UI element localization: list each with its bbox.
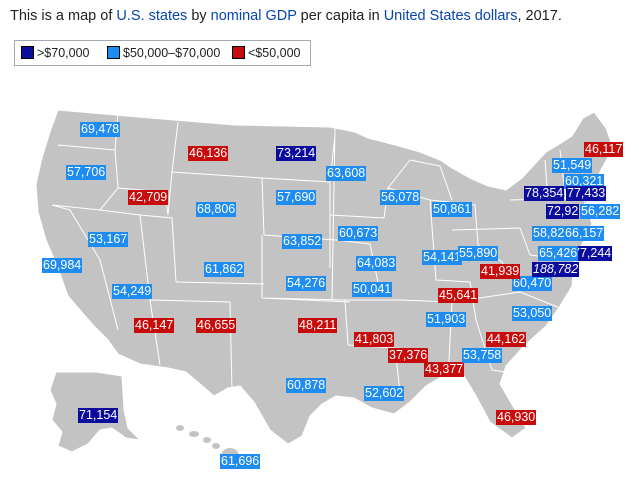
gdp-label-co: 61,862: [204, 262, 245, 277]
gdp-label-or: 57,706: [66, 165, 107, 180]
gdp-label-ny: 78,354: [524, 186, 565, 201]
us-states-link[interactable]: U.S. states: [116, 8, 188, 24]
gdp-label-de: 77,244: [572, 246, 613, 261]
gdp-label-nj: 66,157: [564, 226, 605, 241]
gdp-label-wa: 69,478: [80, 122, 121, 137]
gdp-label-ms: 37,376: [388, 348, 429, 363]
gdp-label-nv: 53,167: [88, 232, 129, 247]
caption-text-2: by: [187, 8, 211, 24]
gdp-label-ct: 72,92: [546, 204, 580, 219]
legend-label-mid: $50,000–$70,000: [123, 46, 221, 60]
gdp-label-la: 52,602: [364, 386, 405, 401]
gdp-label-tn: 51,903: [426, 312, 467, 327]
caption-text-1: This is a map of: [10, 8, 117, 24]
gdp-label-ky: 45,641: [438, 288, 479, 303]
gdp-label-ma: 77,433: [566, 186, 607, 201]
gdp-label-pa: 58,828: [532, 226, 573, 241]
gdp-label-id: 42,709: [128, 190, 169, 205]
gdp-label-ok: 48,211: [298, 318, 338, 333]
gdp-label-fl: 46,930: [496, 410, 537, 425]
legend-item-high: >$70,000: [21, 46, 89, 61]
gdp-label-ia: 60,673: [338, 226, 379, 241]
gdp-label-va: 60,470: [512, 276, 553, 291]
gdp-label-ar: 41,803: [354, 332, 395, 347]
gdp-label-oh: 55,890: [458, 246, 499, 261]
gdp-label-tx: 60,878: [286, 378, 327, 393]
gdp-label-mo: 50,041: [352, 282, 393, 297]
legend-label-low: <$50,000: [248, 46, 301, 60]
gdp-label-vt: 51,549: [552, 158, 593, 173]
gdp-label-nc: 53,050: [512, 306, 553, 321]
gdp-label-mt: 46,136: [188, 146, 229, 161]
gdp-label-il: 64,083: [356, 256, 397, 271]
map-legend: >$70,000 $50,000–$70,000 <$50,000: [14, 40, 311, 66]
gdp-label-hi: 61,696: [220, 454, 261, 469]
legend-label-high: >$70,000: [37, 46, 90, 60]
gdp-label-me: 46,117: [584, 142, 624, 157]
gdp-label-nh: 60,321: [564, 174, 605, 189]
legend-swatch-high: [21, 46, 34, 59]
legend-swatch-mid: [107, 46, 120, 59]
gdp-label-nd: 73,214: [276, 146, 317, 161]
gdp-label-sd: 57,690: [276, 190, 317, 205]
gdp-label-ri: 56,282: [580, 204, 621, 219]
nominal-gdp-link[interactable]: nominal GDP: [210, 8, 297, 24]
gdp-label-az: 46,147: [134, 318, 175, 333]
legend-item-low: <$50,000: [232, 46, 300, 61]
gdp-label-mn: 63,608: [326, 166, 367, 181]
caption-text-4: , 2017.: [517, 8, 562, 24]
gdp-label-wi: 56,078: [380, 190, 421, 205]
gdp-label-sc: 44,162: [486, 332, 527, 347]
gdp-label-ca: 69,984: [42, 258, 83, 273]
gdp-label-wy: 68,806: [196, 202, 237, 217]
gdp-label-dc: 188,782: [532, 262, 580, 277]
gdp-label-in: 54,141: [422, 250, 463, 265]
gdp-label-ak: 71,154: [78, 408, 119, 423]
usd-link[interactable]: United States dollars: [383, 8, 518, 24]
caption-text-3: per capita in: [296, 8, 384, 24]
gdp-label-mi: 50,861: [432, 202, 473, 217]
gdp-label-al: 43,377: [424, 362, 465, 377]
gdp-label-ga: 53,758: [462, 348, 503, 363]
gdp-label-ks: 54,276: [286, 276, 327, 291]
gdp-label-nm: 46,655: [196, 318, 237, 333]
map-caption: This is a map of U.S. states by nominal …: [10, 6, 635, 26]
legend-item-mid: $50,000–$70,000: [107, 46, 220, 61]
gdp-label-wv: 41,939: [480, 264, 521, 279]
legend-swatch-low: [232, 46, 245, 59]
gdp-label-md: 65,426: [538, 246, 579, 261]
gdp-label-ne: 63,852: [282, 234, 323, 249]
gdp-label-ut: 54,249: [112, 284, 153, 299]
